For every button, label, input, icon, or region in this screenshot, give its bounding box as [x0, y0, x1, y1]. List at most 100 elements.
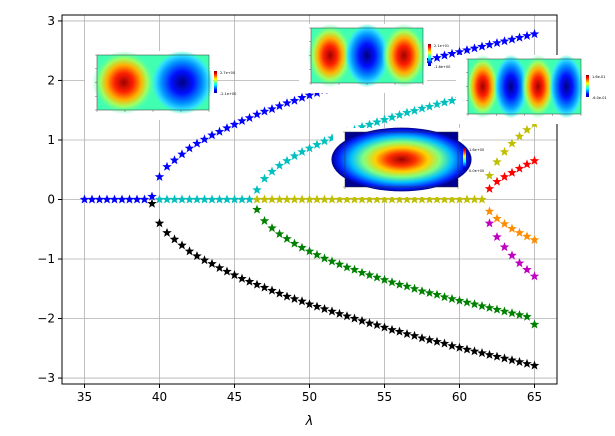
- data-point: [297, 92, 307, 102]
- data-point: [402, 329, 412, 339]
- data-point: [439, 338, 450, 348]
- data-point: [102, 194, 112, 204]
- data-point: [447, 48, 457, 58]
- data-point: [154, 171, 165, 181]
- data-point: [507, 138, 517, 148]
- data-point: [282, 155, 292, 165]
- data-point: [477, 41, 487, 51]
- data-point: [199, 194, 210, 204]
- data-point: [117, 194, 127, 204]
- data-point: [327, 306, 337, 316]
- data-point: [312, 249, 322, 259]
- data-point: [484, 206, 495, 216]
- data-point: [199, 134, 210, 144]
- inset-colorbar-max: 1.6e-01: [592, 75, 605, 79]
- data-point: [252, 184, 262, 195]
- data-point: [327, 256, 337, 266]
- data-point: [402, 194, 412, 204]
- data-point: [514, 163, 525, 173]
- y-tick-label: −1: [37, 252, 55, 266]
- data-point: [432, 99, 442, 109]
- data-point: [492, 351, 502, 361]
- data-point: [522, 231, 532, 241]
- data-point: [222, 194, 232, 204]
- data-point: [252, 204, 262, 214]
- data-point: [304, 90, 315, 100]
- inset-2: 2.1e+01 -1.6e+00: [299, 23, 450, 93]
- data-point: [87, 194, 97, 204]
- mode-lobe: [465, 54, 500, 119]
- mode-lobe: [493, 54, 528, 119]
- data-point: [522, 311, 532, 321]
- data-point: [319, 194, 330, 204]
- data-point: [229, 119, 240, 129]
- data-point: [529, 271, 540, 281]
- data-point: [349, 313, 360, 323]
- data-point: [462, 344, 472, 354]
- inset-colorbar-max: 2.7e+00: [220, 71, 235, 75]
- mode-lobe: [521, 54, 556, 119]
- data-point: [244, 276, 255, 286]
- data-point: [154, 218, 165, 228]
- inset-colorbar: [214, 71, 217, 93]
- data-point: [207, 258, 217, 268]
- data-point: [402, 107, 412, 117]
- data-point: [394, 279, 405, 289]
- data-point: [484, 349, 495, 359]
- inset-3: 1.6e+00 0.0e+00: [331, 127, 484, 197]
- data-point: [274, 288, 285, 298]
- x-tick-label: 65: [527, 390, 542, 404]
- data-point: [379, 194, 390, 204]
- data-point: [162, 194, 172, 204]
- data-point: [439, 50, 450, 60]
- data-point: [192, 194, 202, 204]
- data-point: [379, 114, 390, 124]
- data-point: [304, 194, 315, 204]
- data-point: [304, 299, 315, 309]
- data-point: [462, 194, 472, 204]
- data-point: [184, 246, 195, 256]
- data-point: [184, 143, 195, 153]
- data-point: [439, 292, 450, 302]
- inset-4: 1.6e-01 -6.0e-01: [456, 54, 607, 124]
- x-tick-label: 40: [152, 390, 167, 404]
- data-point: [267, 285, 277, 295]
- data-point: [492, 37, 502, 48]
- data-point: [364, 119, 375, 129]
- data-point: [357, 267, 367, 277]
- data-point: [492, 176, 502, 186]
- data-point: [327, 133, 337, 143]
- data-point: [499, 218, 510, 228]
- data-point: [372, 272, 382, 282]
- data-point: [469, 299, 480, 309]
- data-point: [372, 194, 382, 204]
- data-point: [507, 34, 517, 44]
- mode-lobe: [92, 50, 156, 115]
- data-point: [177, 149, 187, 159]
- data-point: [139, 194, 150, 204]
- data-point: [289, 194, 300, 204]
- data-point: [514, 32, 525, 42]
- data-point: [499, 242, 510, 252]
- y-tick-label: 1: [47, 133, 55, 147]
- data-point: [499, 306, 510, 316]
- data-point: [499, 146, 510, 156]
- data-point: [237, 115, 247, 125]
- data-point: [462, 45, 472, 55]
- inset-colorbar-max: 2.1e+01: [434, 44, 449, 48]
- inset-colorbar-max: 1.6e+00: [469, 148, 484, 152]
- data-point: [529, 319, 540, 329]
- data-point: [252, 194, 262, 204]
- data-point: [319, 136, 330, 146]
- inset-colorbar-min: -1.6e+00: [434, 65, 450, 69]
- data-point: [259, 194, 270, 204]
- mode-lobe: [331, 127, 472, 192]
- data-point: [432, 289, 442, 299]
- data-point: [229, 194, 240, 204]
- data-point: [484, 183, 495, 193]
- inset-1: 2.7e+00 -2.1e+00: [85, 50, 236, 120]
- data-point: [447, 194, 457, 204]
- data-point: [492, 157, 502, 167]
- data-point: [432, 52, 442, 62]
- data-point: [394, 109, 405, 120]
